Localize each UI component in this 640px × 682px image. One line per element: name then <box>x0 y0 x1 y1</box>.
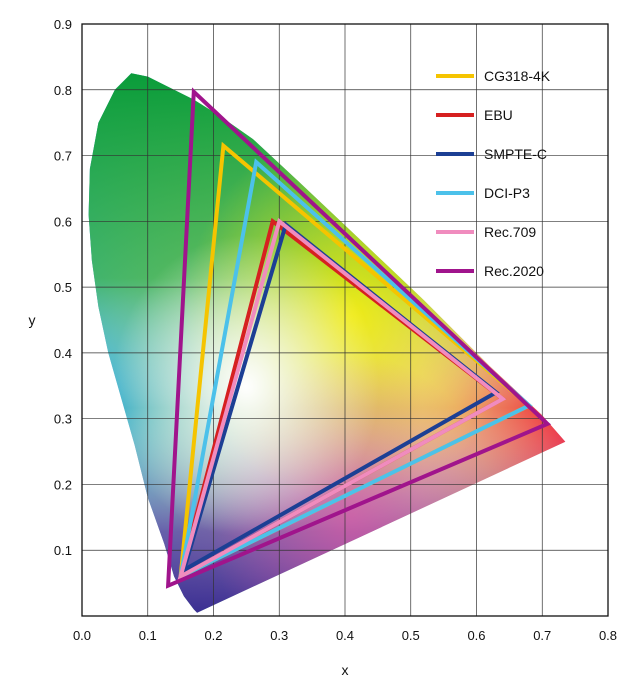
plot-frame <box>81 23 609 617</box>
x-tick-label: 0.4 <box>336 628 354 643</box>
y-tick-label: 0.3 <box>54 412 72 427</box>
legend-label: SMPTE-C <box>484 146 547 162</box>
y-tick-label: 0.2 <box>54 477 72 492</box>
legend-label: CG318-4K <box>484 68 551 84</box>
y-tick-label: 0.1 <box>54 543 72 558</box>
y-tick-label: 0.9 <box>54 17 72 32</box>
x-tick-label: 0.5 <box>402 628 420 643</box>
x-axis-label: x <box>342 662 349 678</box>
y-tick-label: 0.7 <box>54 149 72 164</box>
y-tick-label: 0.5 <box>54 280 72 295</box>
gamut-triangle-dci-p3 <box>177 158 533 581</box>
gamut-triangle-rec-709 <box>177 217 507 581</box>
x-tick-label: 0.6 <box>467 628 485 643</box>
y-tick-label: 0.8 <box>54 83 72 98</box>
legend-label: Rec.2020 <box>484 263 544 279</box>
y-tick-label: 0.6 <box>54 214 72 229</box>
y-axis-label: y <box>29 312 36 328</box>
y-tick-label: 0.4 <box>54 346 72 361</box>
gamut-triangle-rec-2020 <box>165 87 552 589</box>
legend: CG318-4K EBU SMPTE-C DCI-P3 Rec.709 Rec.2020 <box>436 68 551 279</box>
x-tick-label: 0.3 <box>270 628 288 643</box>
legend-label: Rec.709 <box>484 224 536 240</box>
x-tick-label: 0.1 <box>139 628 157 643</box>
legend-label: DCI-P3 <box>484 185 530 201</box>
x-tick-label: 0.2 <box>204 628 222 643</box>
legend-label: EBU <box>484 107 513 123</box>
x-tick-label: 0.0 <box>73 628 91 643</box>
x-tick-label: 0.7 <box>533 628 551 643</box>
x-tick-label: 0.8 <box>599 628 617 643</box>
